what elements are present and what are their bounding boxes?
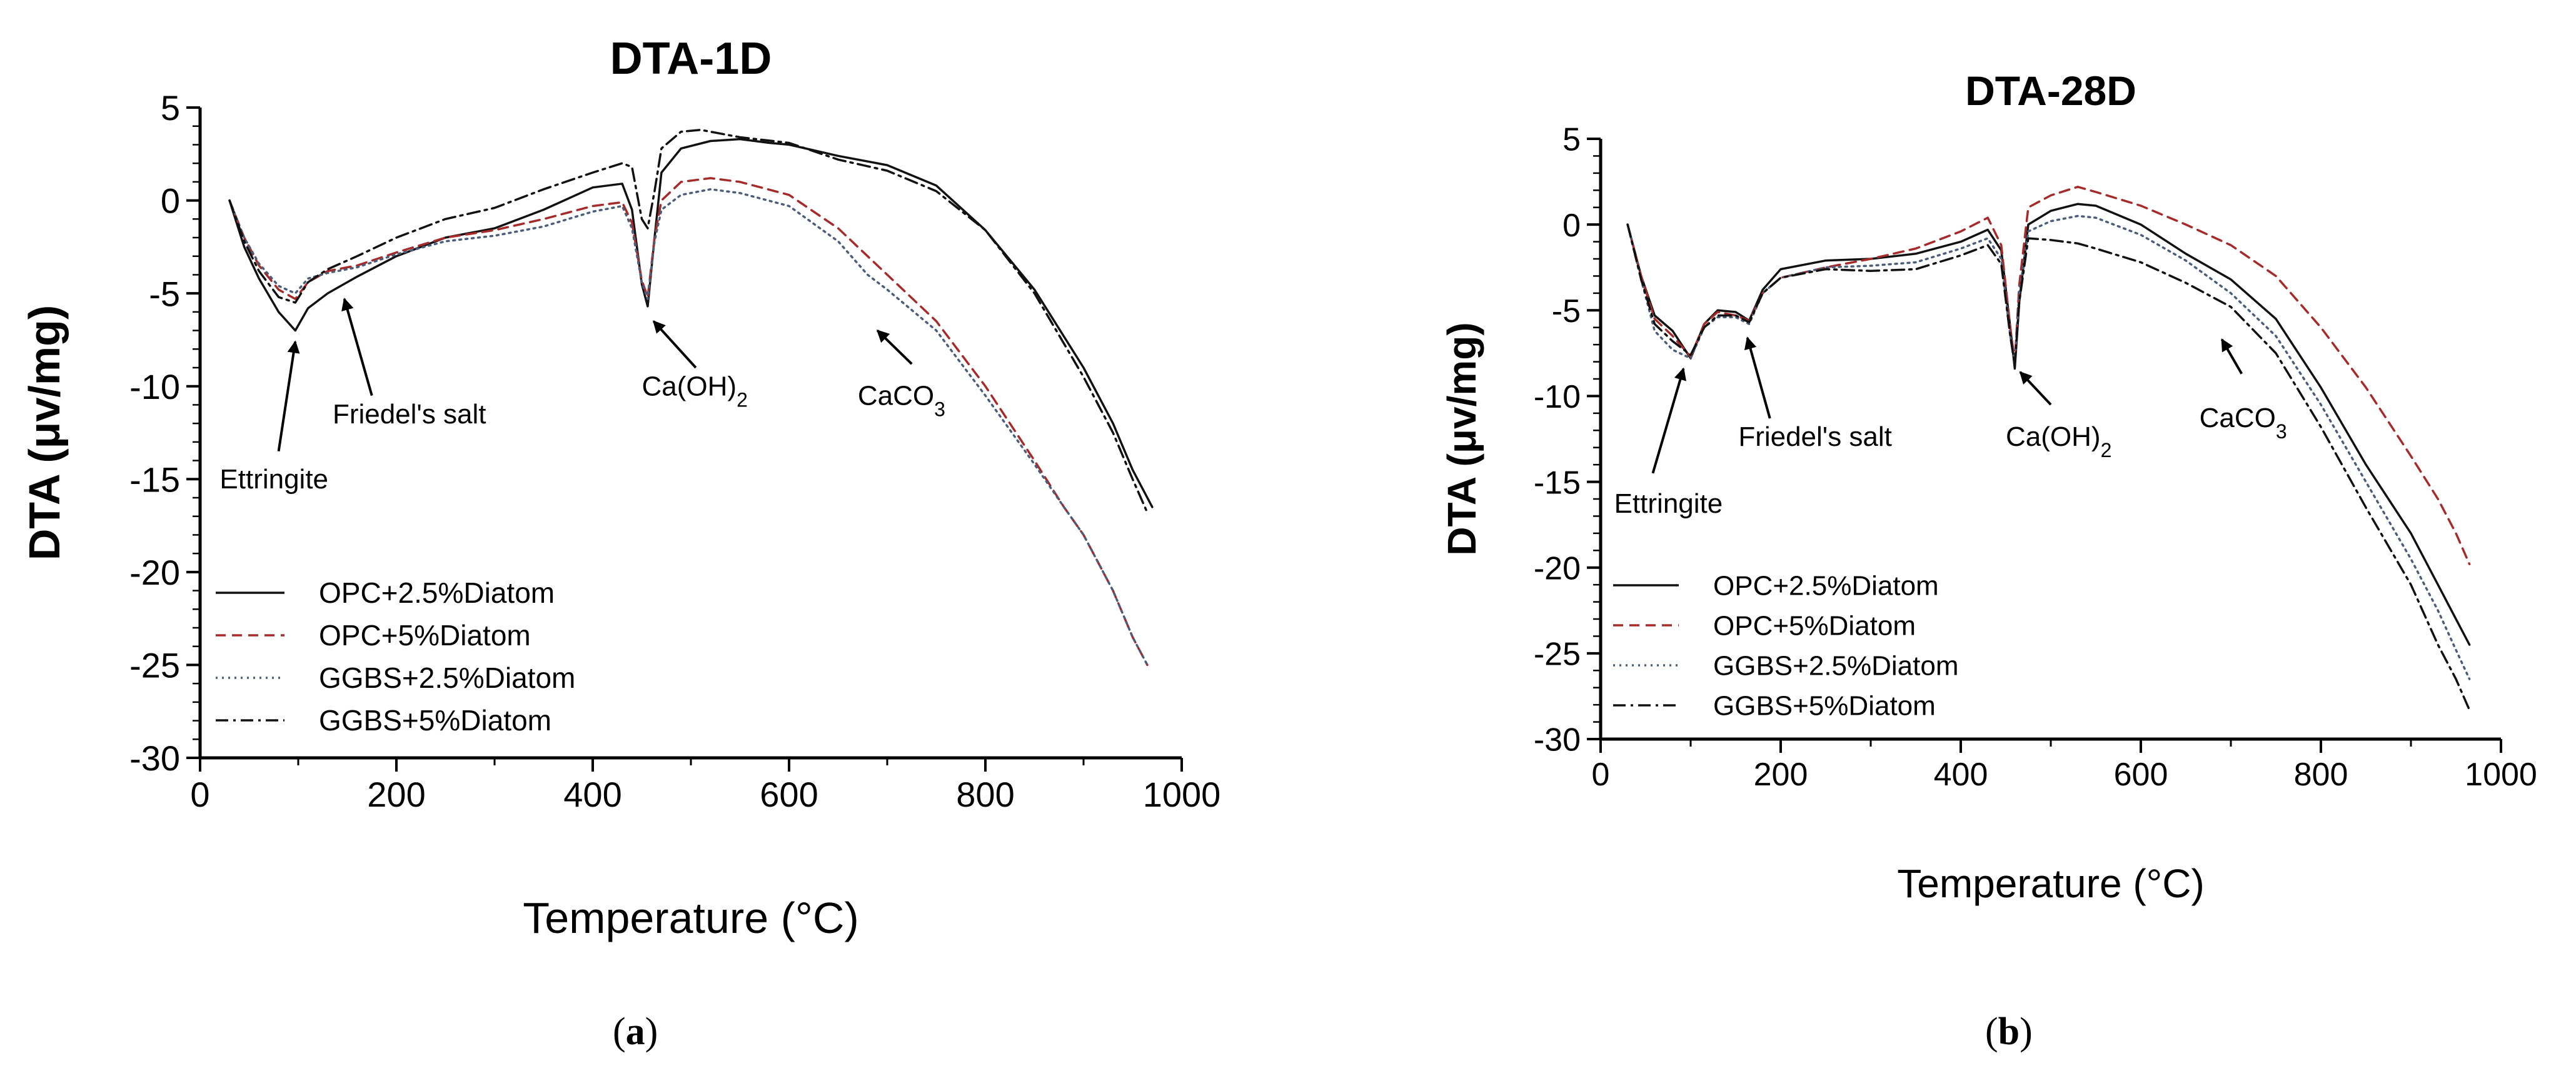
legend-label: OPC+5%Diatom — [319, 619, 531, 652]
y-tick-label: -20 — [1534, 550, 1581, 587]
series-line-2 — [1626, 186, 2471, 565]
series-line-4 — [228, 128, 1149, 514]
x-tick-label: 0 — [1592, 757, 1610, 793]
x-tick-label: 800 — [956, 775, 1014, 814]
annotation-arrow — [876, 330, 913, 365]
y-tick-label: -30 — [1534, 722, 1581, 758]
legend-label: GGBS+5%Diatom — [1713, 690, 1936, 721]
panel-label-b: (b) — [1985, 1010, 2033, 1053]
legend-label: OPC+5%Diatom — [1713, 610, 1916, 641]
chart-dta-1d: DTA-1D 0 200 400 600 800 1000 5 0 -5 -10 -15 -20 -25 -… — [20, 34, 1221, 942]
annotation-subscript: 2 — [737, 389, 748, 411]
y-tick-label: -30 — [129, 738, 180, 778]
annotation-subscript: 3 — [934, 398, 945, 420]
chart-dta-28d: DTA-28D 0 200 400 600 800 1000 5 0 -5 -10 -15 -20 -25… — [1439, 68, 2537, 906]
x-tick-label: 800 — [2294, 757, 2348, 793]
x-tick-label: 0 — [190, 775, 209, 814]
annotation-arrow — [652, 320, 697, 369]
y-tick-label: -25 — [1534, 637, 1581, 673]
y-tick-label: -5 — [149, 274, 180, 313]
legend-label: GGBS+2.5%Diatom — [319, 662, 575, 694]
y-tick-label: 5 — [1562, 122, 1581, 158]
x-tick-label: 200 — [367, 775, 425, 814]
annotation-arrow — [2220, 338, 2243, 375]
legend-label: OPC+2.5%Diatom — [319, 577, 555, 609]
x-axis-label: Temperature (°C) — [523, 894, 859, 942]
x-tick-label: 200 — [1754, 757, 1808, 793]
y-tick-label: 5 — [161, 88, 180, 128]
chart-title: DTA-1D — [610, 34, 772, 84]
legend-label: GGBS+2.5%Diatom — [1713, 650, 1959, 681]
annotation-label: Ettringite — [1614, 488, 1723, 519]
y-tick-label: -10 — [129, 367, 180, 406]
annotation-label: Ettringite — [219, 464, 328, 495]
x-tick-label: 600 — [760, 775, 818, 814]
y-axis-label: DTA (μv/mg) — [20, 305, 69, 560]
x-tick-label: 400 — [1934, 757, 1988, 793]
series-line-4 — [1626, 223, 2471, 712]
y-tick-label: -5 — [1552, 293, 1581, 330]
annotation-label: Ca(OH)2 — [2006, 421, 2111, 461]
annotation-label: CaCO3 — [858, 380, 945, 420]
legend-label: GGBS+5%Diatom — [319, 704, 551, 737]
y-tick-label: 0 — [161, 181, 180, 221]
annotation-arrow — [2019, 371, 2052, 406]
annotation-arrow — [277, 340, 300, 452]
annotation-label: Friedel's salt — [333, 399, 486, 430]
annotation-subscript: 3 — [2276, 420, 2287, 443]
panel-label-a: (a) — [613, 1010, 658, 1053]
y-tick-label: -15 — [1534, 465, 1581, 501]
series-line-3 — [228, 188, 1149, 667]
x-tick-label: 600 — [2114, 757, 2168, 793]
legend-label: OPC+2.5%Diatom — [1713, 570, 1939, 601]
annotation-arrow — [341, 298, 373, 396]
series-line-1 — [228, 138, 1154, 508]
y-tick-label: 0 — [1562, 208, 1581, 244]
y-axis-label: DTA (μv/mg) — [1439, 322, 1484, 555]
annotation-arrow — [1651, 367, 1687, 474]
x-tick-label: 1000 — [2465, 757, 2537, 793]
x-tick-label: 400 — [563, 775, 621, 814]
annotation-subscript: 2 — [2101, 439, 2112, 461]
y-tick-label: -10 — [1534, 379, 1581, 415]
chart-title: DTA-28D — [1965, 68, 2136, 114]
x-tick-label: 1000 — [1143, 775, 1221, 814]
annotation-label: Friedel's salt — [1738, 421, 1892, 452]
annotation-arrow — [1744, 336, 1771, 419]
annotation-label: Ca(OH)2 — [642, 371, 748, 411]
annotation-label: CaCO3 — [2200, 403, 2287, 443]
x-axis-label: Temperature (°C) — [1897, 861, 2205, 906]
y-tick-label: -25 — [129, 646, 180, 685]
y-tick-label: -15 — [129, 460, 180, 499]
y-tick-label: -20 — [129, 553, 180, 592]
